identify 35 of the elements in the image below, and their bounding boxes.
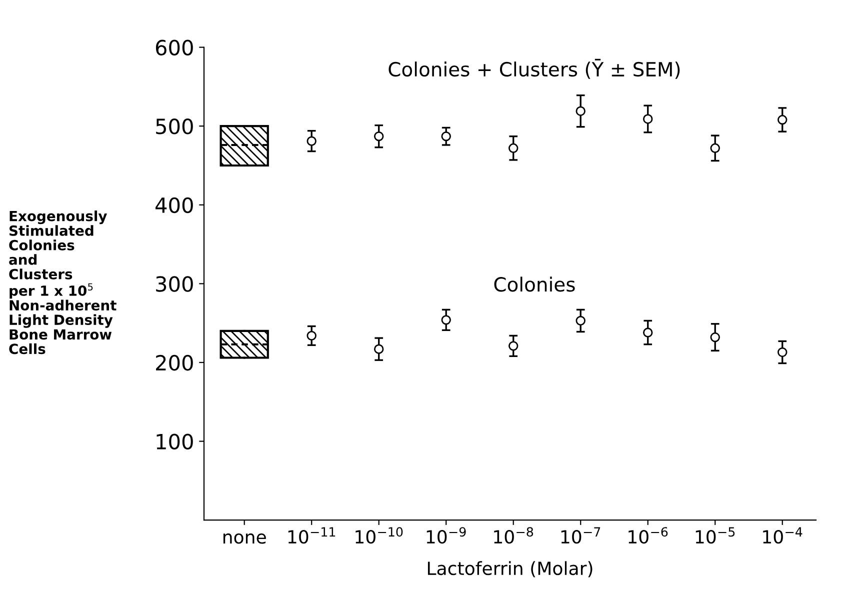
x-tick-label: 10$^{−11}$ (288, 527, 336, 544)
point (306, 136, 316, 146)
x-tick-label: 10$^{−6}$ (628, 527, 668, 544)
point (576, 316, 586, 326)
x-tick-label: 10$^{−5}$ (696, 527, 735, 544)
y-tick-label: 200 (156, 354, 193, 371)
y-tick-label: 100 (156, 434, 193, 450)
x-tick-label: 10$^{−10}$ (356, 527, 403, 544)
y-tick-label: 600 (156, 40, 193, 56)
x-tick-label: 10$^{−7}$ (561, 527, 600, 544)
point (576, 106, 586, 116)
y-tick-label: 500 (156, 118, 193, 134)
point (508, 143, 518, 154)
y-tick-label: 400 (156, 197, 193, 214)
point (374, 344, 384, 354)
point (508, 341, 518, 351)
x-tick-label: 10$^{−9}$ (426, 527, 466, 544)
x-axis-title: Lactoferrin (Molar) (428, 561, 592, 578)
point (643, 328, 653, 338)
annotation: Colonies + Clusters (Ȳ ± SEM) (388, 58, 680, 79)
text: Exogenously Stimulated Colonies and Clusters per 1 x 10$^{5}$ Non-adherent Light Density Bone Marrow Cells (9, 210, 116, 354)
point (441, 315, 451, 325)
point (643, 114, 653, 124)
x-tick-label: 10$^{−8}$ (494, 527, 534, 544)
point (778, 347, 788, 358)
point (778, 114, 788, 125)
x-tick-label: none (223, 533, 266, 544)
y-tick-label: 300 (156, 276, 193, 292)
x-tick-label: 10$^{−4}$ (763, 527, 802, 544)
point (306, 330, 316, 341)
point (710, 143, 720, 154)
point (441, 131, 451, 142)
point (710, 332, 720, 342)
point (374, 131, 384, 142)
annotation: Colonies (494, 276, 575, 292)
